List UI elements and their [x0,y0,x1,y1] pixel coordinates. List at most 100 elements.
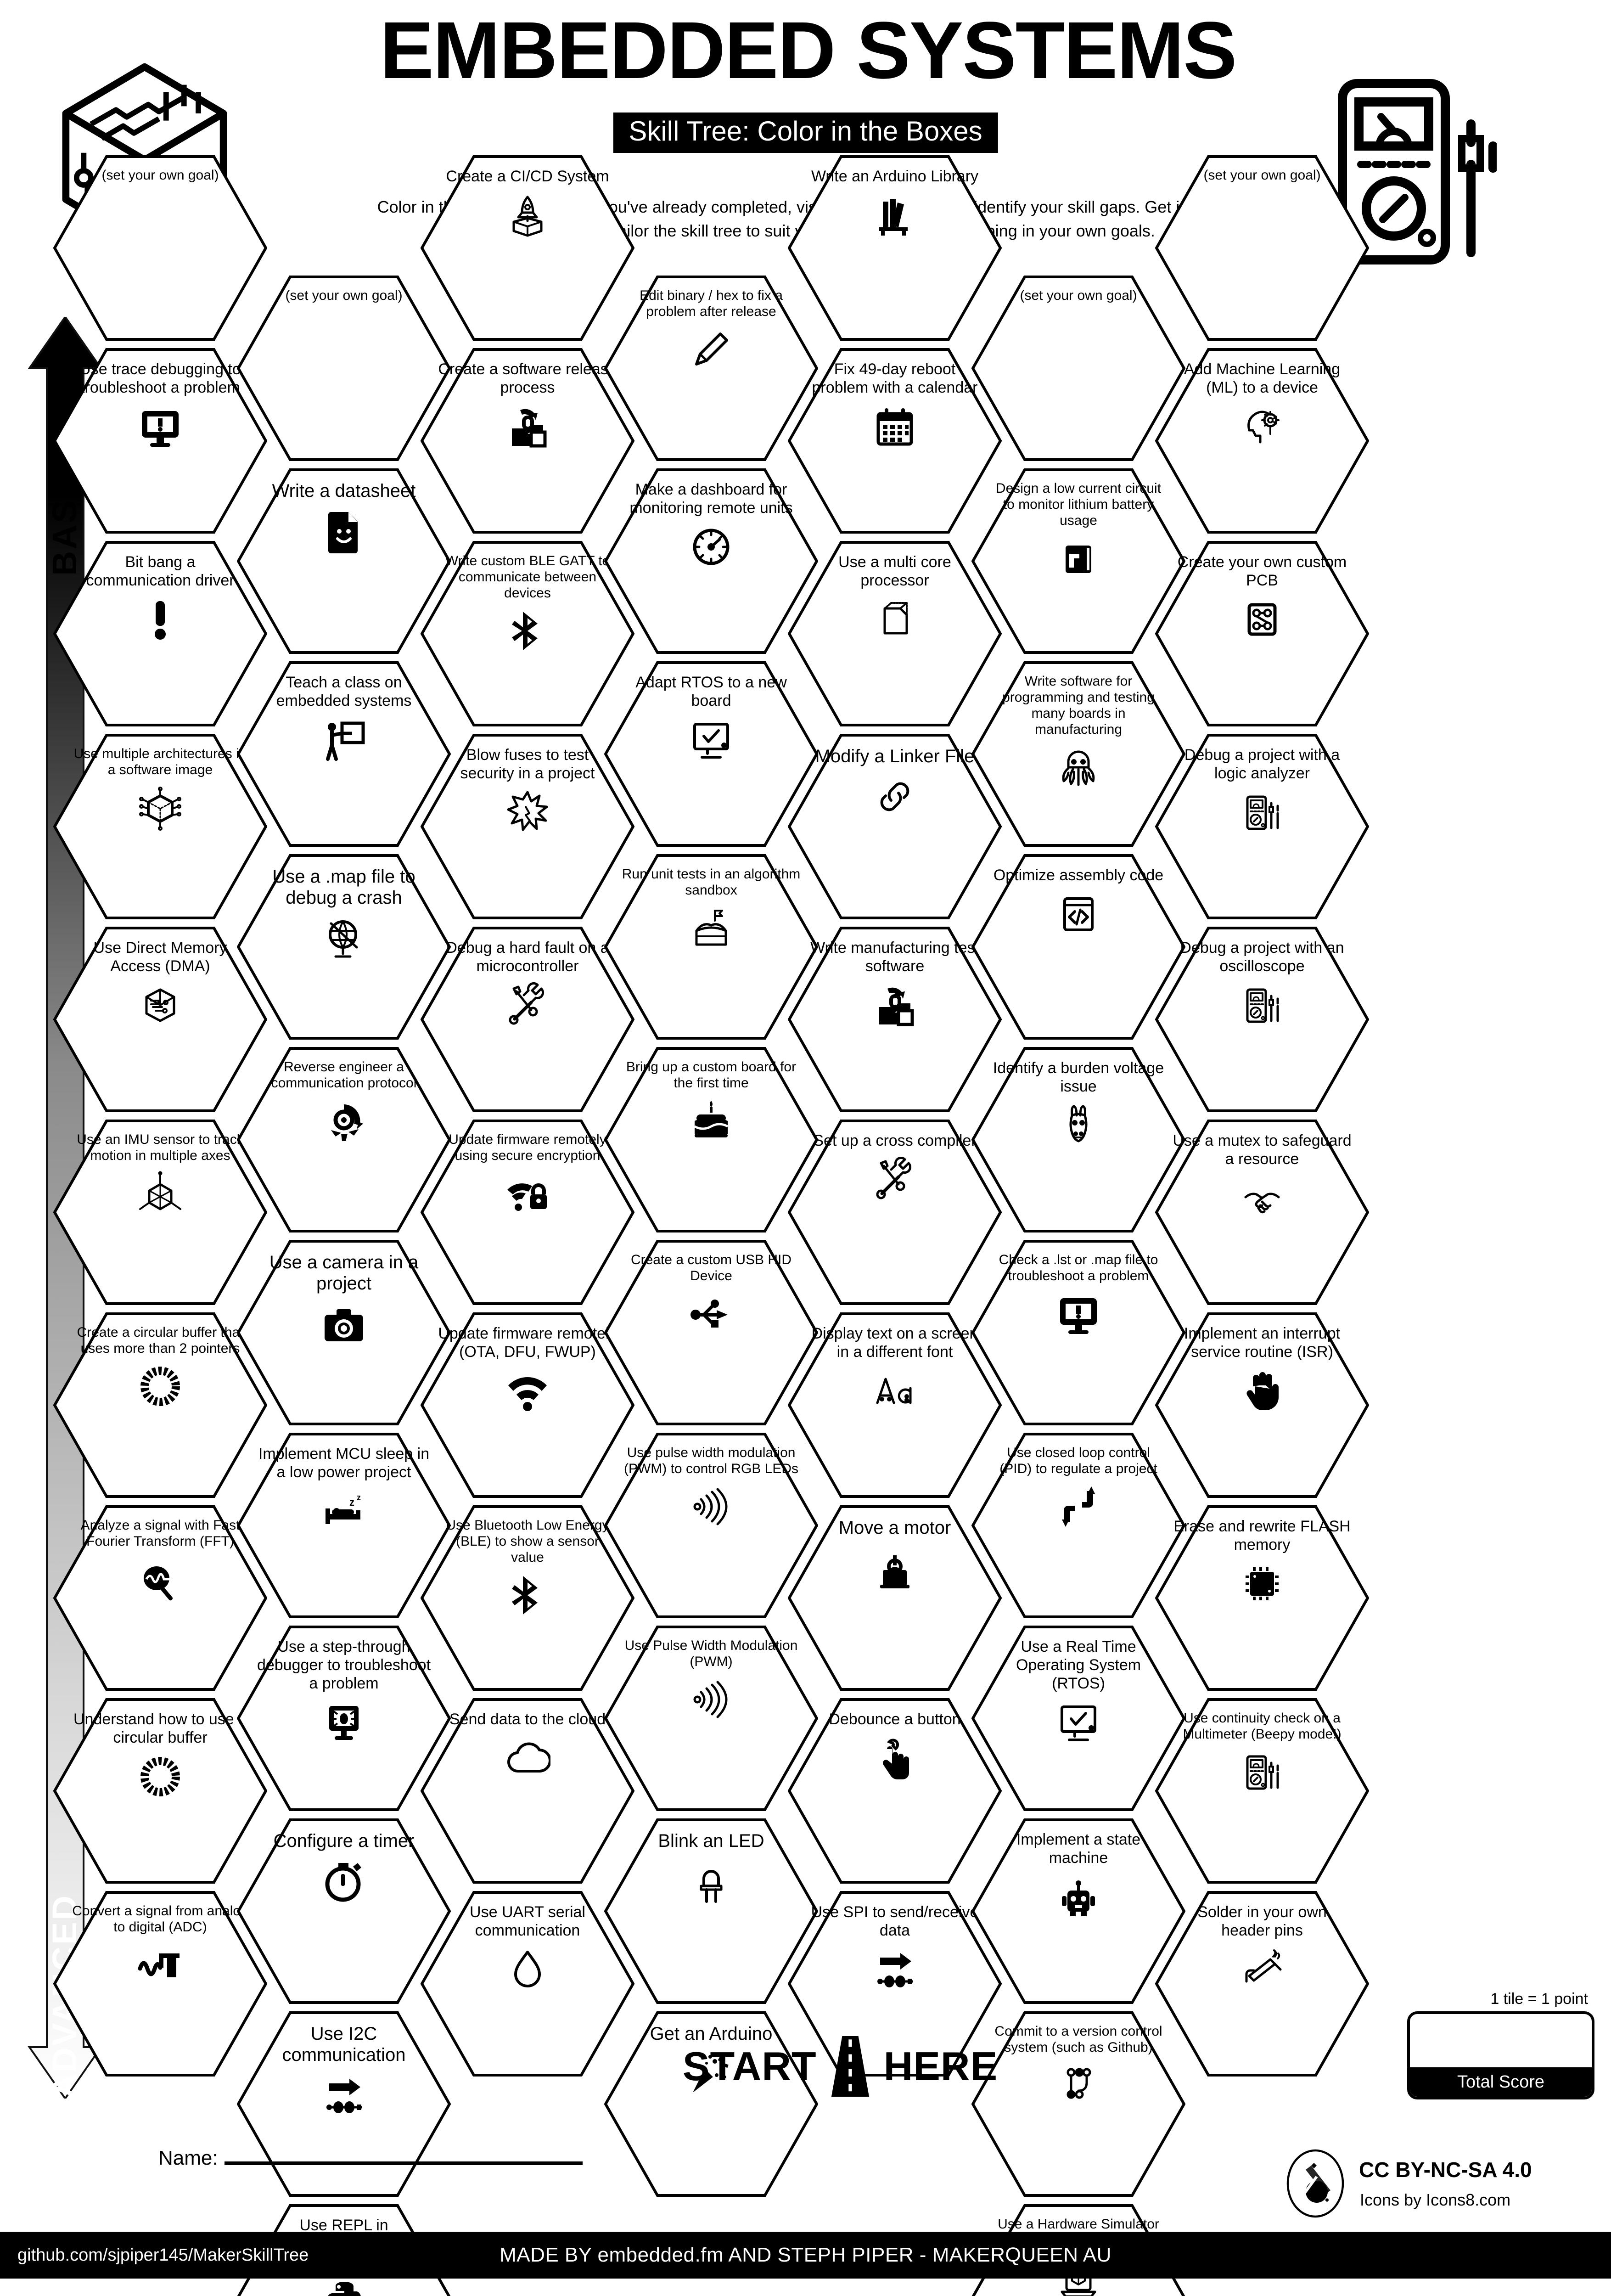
skill-hex-tile[interactable]: Debounce a button [788,1698,1002,1884]
skill-hex-tile[interactable]: Write a datasheet [237,468,451,654]
skill-hex-tile[interactable]: Create a circular buffer that uses more … [53,1312,267,1498]
skill-hex-tile[interactable]: Write an Arduino Library [788,155,1002,341]
skill-hex-tile[interactable]: Convert a signal from analog to digital … [53,1891,267,2077]
skill-hex-tile[interactable]: Set up a cross compiler [788,1120,1002,1305]
skill-hex-tile[interactable]: Modify a Linker File [788,734,1002,919]
skill-hex-tile[interactable]: Implement a state machine [971,1818,1185,2004]
skill-hex-tile[interactable]: Use a multi core processor [788,541,1002,726]
skill-hex-tile[interactable]: Use closed loop control (PID) to regulat… [971,1433,1185,1618]
skill-hex-tile[interactable]: Use multiple architectures in a software… [53,734,267,919]
skill-tile-label: Use UART serial communication [470,1903,585,1939]
skill-tile-label: Use a .map file to debug a crash [272,867,415,908]
skill-hex-tile[interactable]: (set your own goal) [53,155,267,341]
skill-hex-tile[interactable]: Create a software release process [421,348,634,534]
skill-tile-label: Optimize assembly code [993,867,1164,884]
skill-hex-tile[interactable]: Debug a project with a logic analyzer [1155,734,1369,919]
skill-hex-tile[interactable]: Use a step-through debugger to troublesh… [237,1626,451,1811]
skill-hex-tile[interactable]: Create a CI/CD System [421,155,634,341]
skill-hex-tile[interactable]: Write software for programming and testi… [971,661,1185,847]
skill-hex-tile[interactable]: Debug a project with an oscilloscope [1155,927,1369,1112]
skill-tile-label: Blow fuses to test security in a project [460,746,595,782]
page-subtitle: Skill Tree: Color in the Boxes [613,113,998,153]
name-field[interactable]: Name: [158,2147,583,2170]
skill-hex-tile[interactable]: Use pulse width modulation (PWM) to cont… [604,1433,818,1618]
skill-hex-tile[interactable]: Update firmware remotely using secure en… [421,1120,634,1305]
skill-hex-tile[interactable]: Commit to a version control system (such… [971,2011,1185,2197]
skill-hex-tile[interactable]: Implement an interrupt service routine (… [1155,1312,1369,1498]
hand-stop-icon [1237,1366,1287,1416]
score-input-box[interactable]: Total Score [1407,2011,1594,2099]
hex-outline [788,1120,1002,1305]
skill-hex-tile[interactable]: (set your own goal) [237,276,451,461]
stopwatch-icon [319,1856,369,1907]
bluetooth-icon [502,606,553,656]
skill-hex-tile[interactable]: Fix 49-day reboot problem with a calenda… [788,348,1002,534]
hex-outline [1155,1891,1369,2077]
cube-outline-icon [870,594,920,645]
skill-tile-label: Use Pulse Width Modulation (PWM) [624,1638,798,1669]
skill-hex-tile[interactable]: Debug a hard fault on a microcontroller [421,927,634,1112]
skill-hex-tile[interactable]: Display text on a screen in a different … [788,1312,1002,1498]
skill-hex-tile[interactable]: Solder in your own header pins [1155,1891,1369,2077]
skill-hex-tile[interactable]: Understand how to use a circular buffer [53,1698,267,1884]
skill-hex-tile[interactable]: Run unit tests in an algorithm sandbox [604,854,818,1040]
skill-hex-tile[interactable]: Move a motor [788,1505,1002,1691]
skill-hex-tile[interactable]: Use Bluetooth Low Energy (BLE) to show a… [421,1505,634,1691]
hex-outline [421,155,634,341]
name-input-line[interactable] [224,2161,583,2165]
skill-tile-label: Use continuity check on a Multimeter (Be… [1183,1711,1342,1742]
skill-hex-tile[interactable]: Bit bang a communication driver [53,541,267,726]
skill-hex-tile[interactable]: Use a Real Time Operating System (RTOS) [971,1626,1185,1811]
skill-hex-tile[interactable]: Use a .map file to debug a crash [237,854,451,1040]
skill-hex-tile[interactable]: Use trace debugging to troubleshoot a pr… [53,348,267,534]
skill-hex-tile[interactable]: Create your own custom PCB [1155,541,1369,726]
skill-hex-tile[interactable]: Use Direct Memory Access (DMA) [53,927,267,1112]
skill-hex-tile[interactable]: Write custom BLE GATT to communicate bet… [421,541,634,726]
skill-hex-tile[interactable]: Configure a timer [237,1818,451,2004]
skill-hex-tile[interactable]: Erase and rewrite FLASH memory [1155,1505,1369,1691]
skill-hex-tile[interactable]: Blink an LED [604,1818,818,2004]
skill-hex-tile[interactable]: Update firmware remotely (OTA, DFU, FWUP… [421,1312,634,1498]
skill-hex-tile[interactable]: Use an IMU sensor to track motion in mul… [53,1120,267,1305]
skill-hex-tile[interactable]: Blow fuses to test security in a project [421,734,634,919]
skill-hex-tile[interactable]: Send data to the cloud [421,1698,634,1884]
skill-hex-tile[interactable]: Implement MCU sleep in a low power proje… [237,1433,451,1618]
skill-hex-tile[interactable]: Use I2C communication [237,2011,451,2197]
skill-hex-tile[interactable]: Get an Arduino [604,2011,818,2197]
skill-hex-tile[interactable]: Adapt RTOS to a new board [604,661,818,847]
skill-hex-tile[interactable]: Use a mutex to safeguard a resource [1155,1120,1369,1305]
exclamation-icon [135,594,185,645]
skill-hex-tile[interactable]: Use continuity check on a Multimeter (Be… [1155,1698,1369,1884]
skill-hex-tile[interactable]: Add Machine Learning (ML) to a device [1155,348,1369,534]
skill-tile-label: Reverse engineer a communication protoco… [271,1059,417,1091]
skill-hex-tile[interactable]: Design a low current circuit to monitor … [971,468,1185,654]
skill-hex-tile[interactable]: Bring up a custom board for the first ti… [604,1047,818,1232]
skill-tile-label: Use a Real Time Operating System (RTOS) [1016,1638,1141,1692]
skill-hex-tile[interactable]: Edit binary / hex to fix a problem after… [604,276,818,461]
skill-hex-tile[interactable]: (set your own goal) [1155,155,1369,341]
skill-tile-label: Use closed loop control (PID) to regulat… [999,1445,1157,1476]
skill-hex-tile[interactable]: Check a .lst or .map file to troubleshoo… [971,1240,1185,1425]
skill-hex-tile[interactable]: Write manufacturing test software [788,927,1002,1112]
wifi-icon [502,1366,553,1416]
skill-tile-label: Implement a state machine [1016,1831,1141,1867]
skill-tile-label: Write a datasheet [272,481,416,501]
skill-hex-tile[interactable]: Teach a class on embedded systems [237,661,451,847]
skill-hex-tile[interactable]: Use UART serial communication [421,1891,634,2077]
skill-tile-label: Create a software release process [438,360,617,396]
hex-outline [788,1312,1002,1498]
skill-hex-tile[interactable]: Create a custom USB HID Device [604,1240,818,1425]
skill-hex-tile[interactable]: Use SPI to send/receive data [788,1891,1002,2077]
skill-hex-tile[interactable]: Reverse engineer a communication protoco… [237,1047,451,1232]
skill-hex-tile[interactable]: (set your own goal) [971,276,1185,461]
skill-hex-tile[interactable]: Analyze a signal with Fast Fourier Trans… [53,1505,267,1691]
skill-hex-tile[interactable]: Use Pulse Width Modulation (PWM) [604,1626,818,1811]
skill-hex-tile[interactable]: Optimize assembly code [971,854,1185,1040]
total-score-widget[interactable]: 1 tile = 1 point Total Score [1407,1990,1594,2112]
skill-hex-tile[interactable]: Make a dashboard for monitoring remote u… [604,468,818,654]
motor-icon [870,1543,920,1593]
skill-hex-tile[interactable]: Use a camera in a project [237,1240,451,1425]
footer-repo-link[interactable]: github.com/sjpiper145/MakerSkillTree [17,2245,309,2265]
skill-tile-label: Run unit tests in an algorithm sandbox [622,867,801,898]
skill-hex-tile[interactable]: Identify a burden voltage issue [971,1047,1185,1232]
